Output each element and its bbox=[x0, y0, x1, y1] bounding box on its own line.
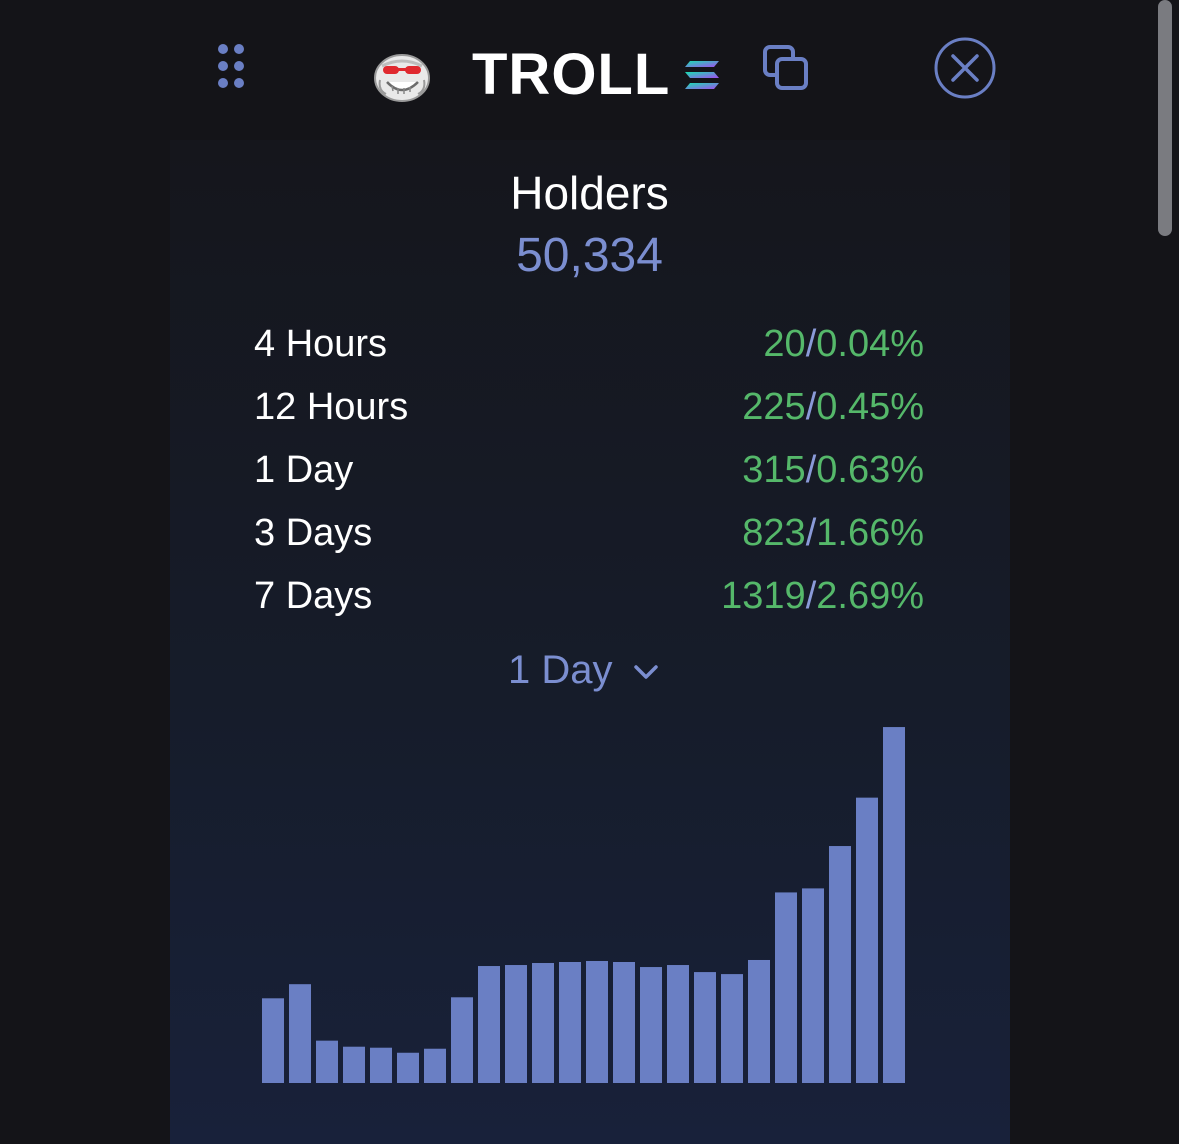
stat-label: 7 Days bbox=[254, 575, 373, 617]
token-header: TROLL bbox=[0, 0, 1179, 140]
chart-bar bbox=[829, 846, 851, 1083]
solana-icon bbox=[683, 58, 721, 92]
holders-bar-chart bbox=[262, 727, 905, 1083]
chart-bar bbox=[343, 1046, 365, 1083]
stat-label: 4 Hours bbox=[254, 323, 388, 365]
stat-label: 1 Day bbox=[254, 449, 354, 491]
chart-bar bbox=[586, 960, 608, 1083]
stat-percent: 0.63% bbox=[816, 449, 924, 491]
chart-bar bbox=[694, 972, 716, 1083]
stat-count: 823 bbox=[742, 512, 806, 554]
stat-count: 1319 bbox=[721, 575, 806, 617]
stat-percent: 0.04% bbox=[816, 323, 924, 365]
chart-bar bbox=[721, 974, 743, 1083]
holders-title: Holders bbox=[510, 167, 669, 219]
chart-bar bbox=[802, 888, 824, 1083]
stat-percent: 2.69% bbox=[816, 575, 924, 617]
stat-row-12h: 12 Hours 225/0.45% bbox=[254, 383, 924, 446]
stat-percent: 0.45% bbox=[816, 386, 924, 428]
chevron-down-icon bbox=[633, 665, 658, 680]
scrollbar[interactable] bbox=[1158, 0, 1172, 236]
stat-value: 1319/2.69% bbox=[721, 575, 924, 617]
holders-count: 50,334 bbox=[516, 229, 663, 282]
chart-bar bbox=[262, 998, 284, 1083]
chart-bar bbox=[613, 962, 635, 1083]
chart-bar bbox=[451, 997, 473, 1083]
stat-value: 315/0.63% bbox=[742, 449, 924, 491]
stat-row-1d: 1 Day 315/0.63% bbox=[254, 446, 924, 509]
chart-bar bbox=[424, 1048, 446, 1083]
holder-change-list: 4 Hours 20/0.04% 12 Hours 225/0.45% 1 Da… bbox=[254, 320, 924, 635]
period-dropdown-value: 1 Day bbox=[508, 648, 613, 692]
copy-icon[interactable] bbox=[762, 44, 810, 92]
chart-bar bbox=[667, 965, 689, 1083]
chart-bar bbox=[640, 967, 662, 1083]
chart-bar bbox=[559, 962, 581, 1083]
stat-label: 3 Days bbox=[254, 512, 373, 554]
stat-count: 20 bbox=[763, 323, 806, 365]
stat-count: 225 bbox=[742, 386, 806, 428]
stat-value: 225/0.45% bbox=[742, 386, 924, 428]
drag-handle-icon[interactable] bbox=[216, 42, 246, 90]
stat-percent: 1.66% bbox=[816, 512, 924, 554]
chart-bar bbox=[748, 959, 770, 1083]
close-circle-icon[interactable] bbox=[933, 36, 997, 100]
chart-bar bbox=[856, 797, 878, 1083]
chart-bar bbox=[775, 892, 797, 1083]
stat-row-7d: 7 Days 1319/2.69% bbox=[254, 572, 924, 635]
period-dropdown[interactable]: 1 Day bbox=[508, 645, 661, 695]
chart-bar bbox=[532, 963, 554, 1083]
chart-bar bbox=[289, 984, 311, 1083]
stat-row-3d: 3 Days 823/1.66% bbox=[254, 509, 924, 572]
troll-face-logo bbox=[372, 50, 432, 104]
stat-value: 823/1.66% bbox=[742, 512, 924, 554]
chart-bar bbox=[397, 1052, 419, 1083]
chart-bar bbox=[478, 966, 500, 1083]
chart-bar bbox=[505, 965, 527, 1083]
stat-label: 12 Hours bbox=[254, 386, 409, 428]
stat-row-4h: 4 Hours 20/0.04% bbox=[254, 320, 924, 383]
stat-count: 315 bbox=[742, 449, 806, 491]
chart-bar bbox=[370, 1047, 392, 1083]
chart-bar bbox=[883, 727, 905, 1083]
token-symbol: TROLL bbox=[472, 42, 671, 107]
stat-value: 20/0.04% bbox=[763, 323, 924, 365]
chart-bar bbox=[316, 1040, 338, 1083]
